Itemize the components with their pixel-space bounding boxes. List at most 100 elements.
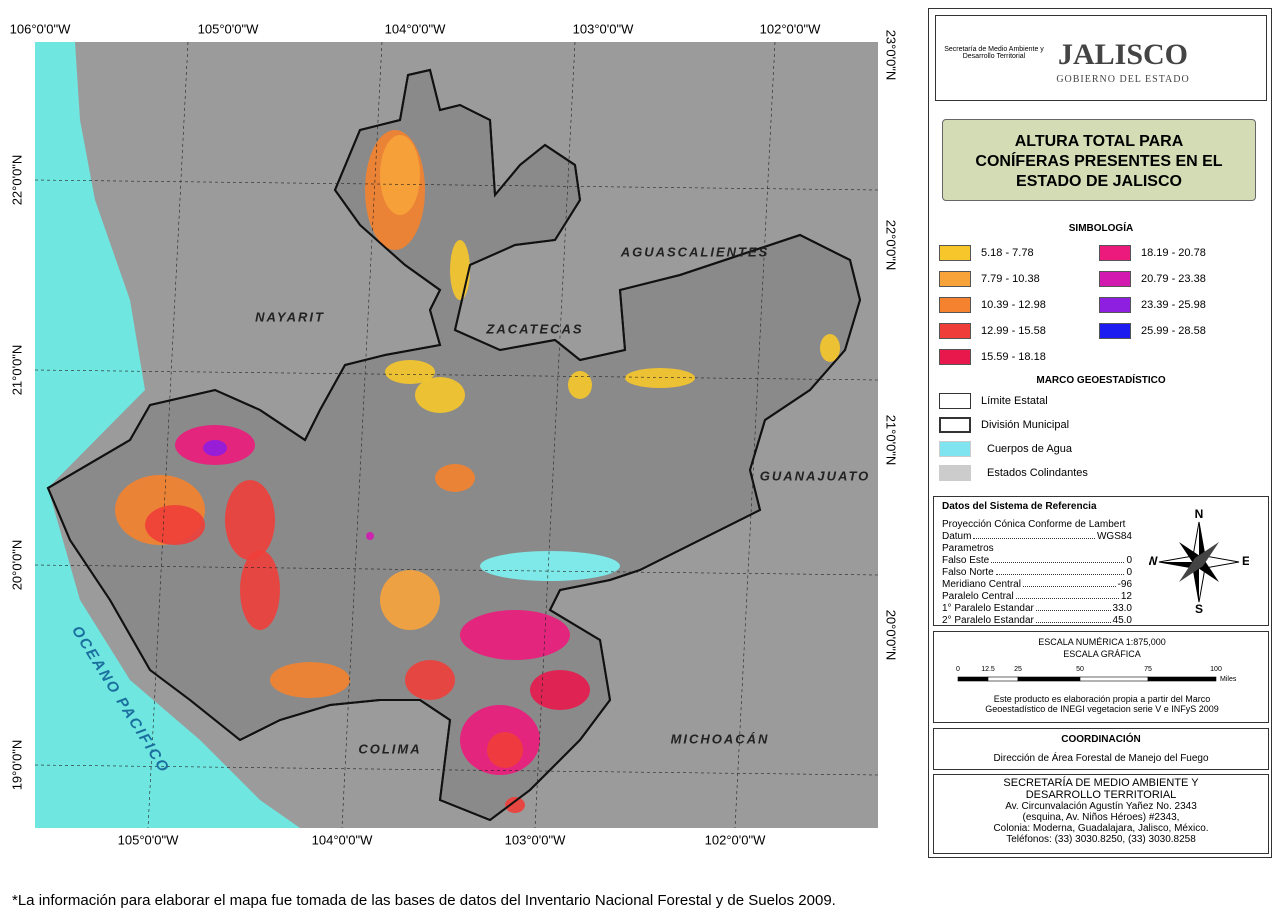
reference-text: 12: [1120, 591, 1132, 602]
reference-text: 1° Paralelo Estandar: [942, 603, 1034, 614]
address-line: Av. Circunvalación Agustín Yañez No. 234…: [1005, 801, 1197, 812]
scale-segment: [1079, 676, 1149, 682]
conifer-patch: [625, 368, 695, 388]
reference-title: Datos del Sistema de Referencia: [942, 501, 1097, 512]
scale-numeric: ESCALA NUMÉRICA 1:875,000: [1038, 637, 1166, 647]
state: JALISCO: [1057, 38, 1189, 71]
lat-label: 23°0'0"N: [884, 30, 899, 81]
reference-text: Falso Norte: [942, 567, 994, 578]
map: 106°0'0"W 105°0'0"W 104°0'0"W 103°0'0"W 102°…: [9, 21, 899, 847]
lon-label: 105°0'0"W: [118, 832, 179, 847]
legend-swatch: [939, 271, 971, 287]
framework-swatch: [939, 465, 971, 481]
graticule: [34, 369, 879, 381]
parameters: Parametros: [942, 543, 994, 554]
lat-label: 20°0'0"N: [884, 610, 899, 661]
legend-label: 7.79 - 10.38: [981, 273, 1040, 285]
reference-row: 2° Paralelo Estandar 45.0: [942, 615, 1132, 626]
graticule: [34, 179, 879, 191]
legend-swatch: [1099, 245, 1131, 261]
title: ALTURA TOTAL PARA CONÍFERAS PRESENTES EN…: [942, 119, 1256, 201]
graticule: [147, 41, 189, 829]
legend: SIMBOLOGÍA 5.18 - 7.78 7.79 - 10.38 10.39 -…: [929, 217, 1273, 497]
address-line: Teléfonos: (33) 3030.8250, (33) 3030.825…: [1006, 834, 1196, 845]
address-line: Colonia: Moderna, Guadalajara, Jalisco, …: [993, 823, 1209, 834]
reference-text: Datum: [942, 531, 972, 542]
place-label: ZACATECAS: [485, 321, 583, 336]
scale-note: Este producto es elaboración propia a pa…: [985, 694, 1219, 714]
conifer-patch: [366, 532, 374, 540]
conifer-patch: [460, 610, 570, 660]
framework-swatch: [939, 441, 971, 457]
state-boundary: [46, 68, 862, 822]
coordination-title: COORDINACIÓN: [1061, 734, 1141, 745]
scale-tick: 50: [1076, 666, 1084, 673]
reference-text: Falso Este: [942, 555, 990, 566]
conifer-patch: [530, 670, 590, 710]
conifer-patch: [240, 550, 280, 630]
conifer-patch: [380, 570, 440, 630]
legend-label: 10.39 - 12.98: [981, 299, 1046, 311]
scale-tick: 75: [1144, 666, 1152, 673]
conifer-patch: [225, 480, 275, 560]
framework-title: MARCO GEOESTADÍSTICO: [1036, 375, 1166, 386]
scale-graphic: ESCALA GRÁFICA: [1063, 649, 1141, 659]
lake: [480, 551, 620, 581]
graticule: [34, 764, 879, 776]
leader: [1022, 579, 1116, 587]
compass: N S E W: [1149, 507, 1249, 616]
leader: [1015, 591, 1119, 599]
legend-label: 15.59 - 18.18: [981, 351, 1046, 363]
reference-text: 45.0: [1112, 615, 1132, 626]
conifer-patch: [145, 505, 205, 545]
reference-row: Falso Este 0: [942, 555, 1132, 566]
lon-label: 104°0'0"W: [385, 21, 446, 36]
conifer-patch: [385, 360, 435, 384]
conifer-patch: [820, 334, 840, 362]
leader: [991, 555, 1125, 563]
scale-tick: 100: [1210, 666, 1222, 673]
footnote: *La información para elaborar el mapa fu…: [12, 892, 836, 909]
framework-label: Límite Estatal: [981, 395, 1048, 407]
compass-letter: S: [1195, 602, 1203, 616]
conifer-patch: [435, 464, 475, 492]
projection: Proyección Cónica Conforme de Lambert: [942, 519, 1126, 530]
legend-label: 20.79 - 23.38: [1141, 273, 1206, 285]
graticule: [341, 41, 383, 829]
scale-bar: 0 12.5 25 50 75 100 Miles: [956, 666, 1237, 683]
lat-label: 22°0'0"N: [9, 155, 24, 206]
lon-label: 104°0'0"W: [312, 832, 373, 847]
place-label: NAYARIT: [255, 309, 325, 324]
conifer-patch: [270, 662, 350, 698]
scale-tick: 12.5: [981, 666, 995, 673]
conifer-patch: [487, 732, 523, 768]
header: Secretaría de Medio Ambiente y Desarroll…: [935, 15, 1267, 101]
scale-segment: [1147, 676, 1217, 682]
reference-text: WGS84: [1096, 531, 1132, 542]
reference-text: 0: [1126, 555, 1132, 566]
coordination: COORDINACIÓN Dirección de Área Forestal …: [933, 728, 1269, 770]
legend-label: 23.39 - 25.98: [1141, 299, 1206, 311]
lon-label: 102°0'0"W: [705, 832, 766, 847]
lon-label: 102°0'0"W: [760, 21, 821, 36]
legend-label: 5.18 - 7.78: [981, 247, 1034, 259]
reference-text: 0: [1126, 567, 1132, 578]
legend-label: 12.99 - 15.58: [981, 325, 1046, 337]
framework-swatch: [939, 393, 971, 409]
reference-row: Datum WGS84: [942, 531, 1132, 542]
compass-rose: [1179, 542, 1219, 582]
side-panel: Secretaría de Medio Ambiente y Desarroll…: [928, 8, 1272, 858]
ocean: [35, 42, 300, 828]
scale-segment: [1017, 676, 1081, 682]
legend-swatch: [1099, 271, 1131, 287]
lat-label: 19°0'0"N: [9, 740, 24, 791]
reference-text: 33.0: [1112, 603, 1132, 614]
legend-swatch: [939, 245, 971, 261]
leader: [1035, 615, 1111, 623]
place-label: MICHOACÁN: [671, 731, 770, 746]
graticule: [534, 41, 576, 829]
legend-title: SIMBOLOGÍA: [1068, 223, 1134, 234]
reference-row: Meridiano Central -96: [942, 579, 1132, 590]
compass-letter: E: [1242, 554, 1249, 568]
conifer-patch: [505, 797, 525, 813]
